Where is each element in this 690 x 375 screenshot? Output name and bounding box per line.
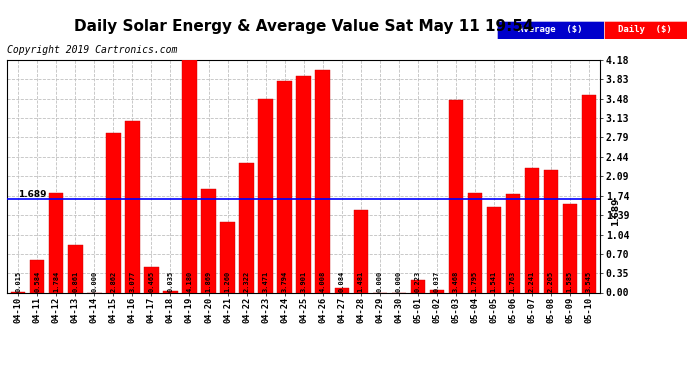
- Text: 2.241: 2.241: [529, 271, 535, 292]
- Text: 1.795: 1.795: [472, 271, 477, 292]
- Bar: [506, 195, 520, 292]
- Text: 0.015: 0.015: [15, 271, 21, 292]
- Bar: [563, 204, 577, 292]
- Bar: [259, 99, 273, 292]
- Bar: [468, 193, 482, 292]
- Bar: [126, 122, 139, 292]
- Bar: [353, 210, 368, 292]
- Text: 3.545: 3.545: [586, 271, 592, 292]
- Text: 4.008: 4.008: [319, 271, 326, 292]
- Text: 0.861: 0.861: [72, 271, 79, 292]
- Text: 0.035: 0.035: [168, 271, 173, 292]
- Text: 3.471: 3.471: [263, 271, 268, 292]
- Text: 3.077: 3.077: [130, 271, 135, 292]
- Text: 1.784: 1.784: [53, 271, 59, 292]
- Text: 3.468: 3.468: [453, 271, 459, 292]
- Bar: [448, 100, 463, 292]
- Text: 0.037: 0.037: [434, 271, 440, 292]
- Text: 3.794: 3.794: [282, 271, 288, 292]
- Text: Copyright 2019 Cartronics.com: Copyright 2019 Cartronics.com: [7, 45, 177, 55]
- Text: 0.000: 0.000: [395, 271, 402, 292]
- Text: 1.481: 1.481: [357, 271, 364, 292]
- Bar: [164, 291, 177, 292]
- Bar: [411, 280, 425, 292]
- Bar: [315, 70, 330, 292]
- Text: 0.465: 0.465: [148, 271, 155, 292]
- Bar: [297, 75, 310, 292]
- Text: 2.322: 2.322: [244, 271, 250, 292]
- Text: 0.223: 0.223: [415, 271, 421, 292]
- Bar: [524, 168, 539, 292]
- Bar: [106, 133, 121, 292]
- Bar: [544, 170, 558, 292]
- Text: 1.541: 1.541: [491, 271, 497, 292]
- Text: 0.084: 0.084: [339, 271, 344, 292]
- Bar: [49, 193, 63, 292]
- Text: 4.180: 4.180: [186, 271, 193, 292]
- Text: 1.763: 1.763: [510, 271, 516, 292]
- Text: 1.869: 1.869: [206, 271, 212, 292]
- Bar: [144, 267, 159, 292]
- Text: 1.689: 1.689: [611, 198, 620, 226]
- Text: Daily Solar Energy & Average Value Sat May 11 19:54: Daily Solar Energy & Average Value Sat M…: [74, 19, 533, 34]
- Bar: [582, 95, 596, 292]
- Bar: [30, 260, 44, 292]
- Text: Average  ($): Average ($): [518, 25, 582, 34]
- Text: 1.585: 1.585: [567, 271, 573, 292]
- Bar: [182, 60, 197, 292]
- Bar: [430, 291, 444, 292]
- Text: 1.689: 1.689: [19, 189, 47, 198]
- Text: 0.000: 0.000: [91, 271, 97, 292]
- Bar: [201, 189, 216, 292]
- Text: 0.584: 0.584: [34, 271, 40, 292]
- Text: 0.000: 0.000: [377, 271, 383, 292]
- Text: 3.901: 3.901: [301, 271, 306, 292]
- Text: 2.862: 2.862: [110, 271, 117, 292]
- Text: 2.205: 2.205: [548, 271, 554, 292]
- Text: Daily  ($): Daily ($): [618, 25, 672, 34]
- Bar: [220, 222, 235, 292]
- Bar: [239, 164, 254, 292]
- Bar: [486, 207, 501, 292]
- Text: 1.260: 1.260: [224, 271, 230, 292]
- Bar: [277, 81, 292, 292]
- Bar: [68, 244, 83, 292]
- Bar: [335, 288, 348, 292]
